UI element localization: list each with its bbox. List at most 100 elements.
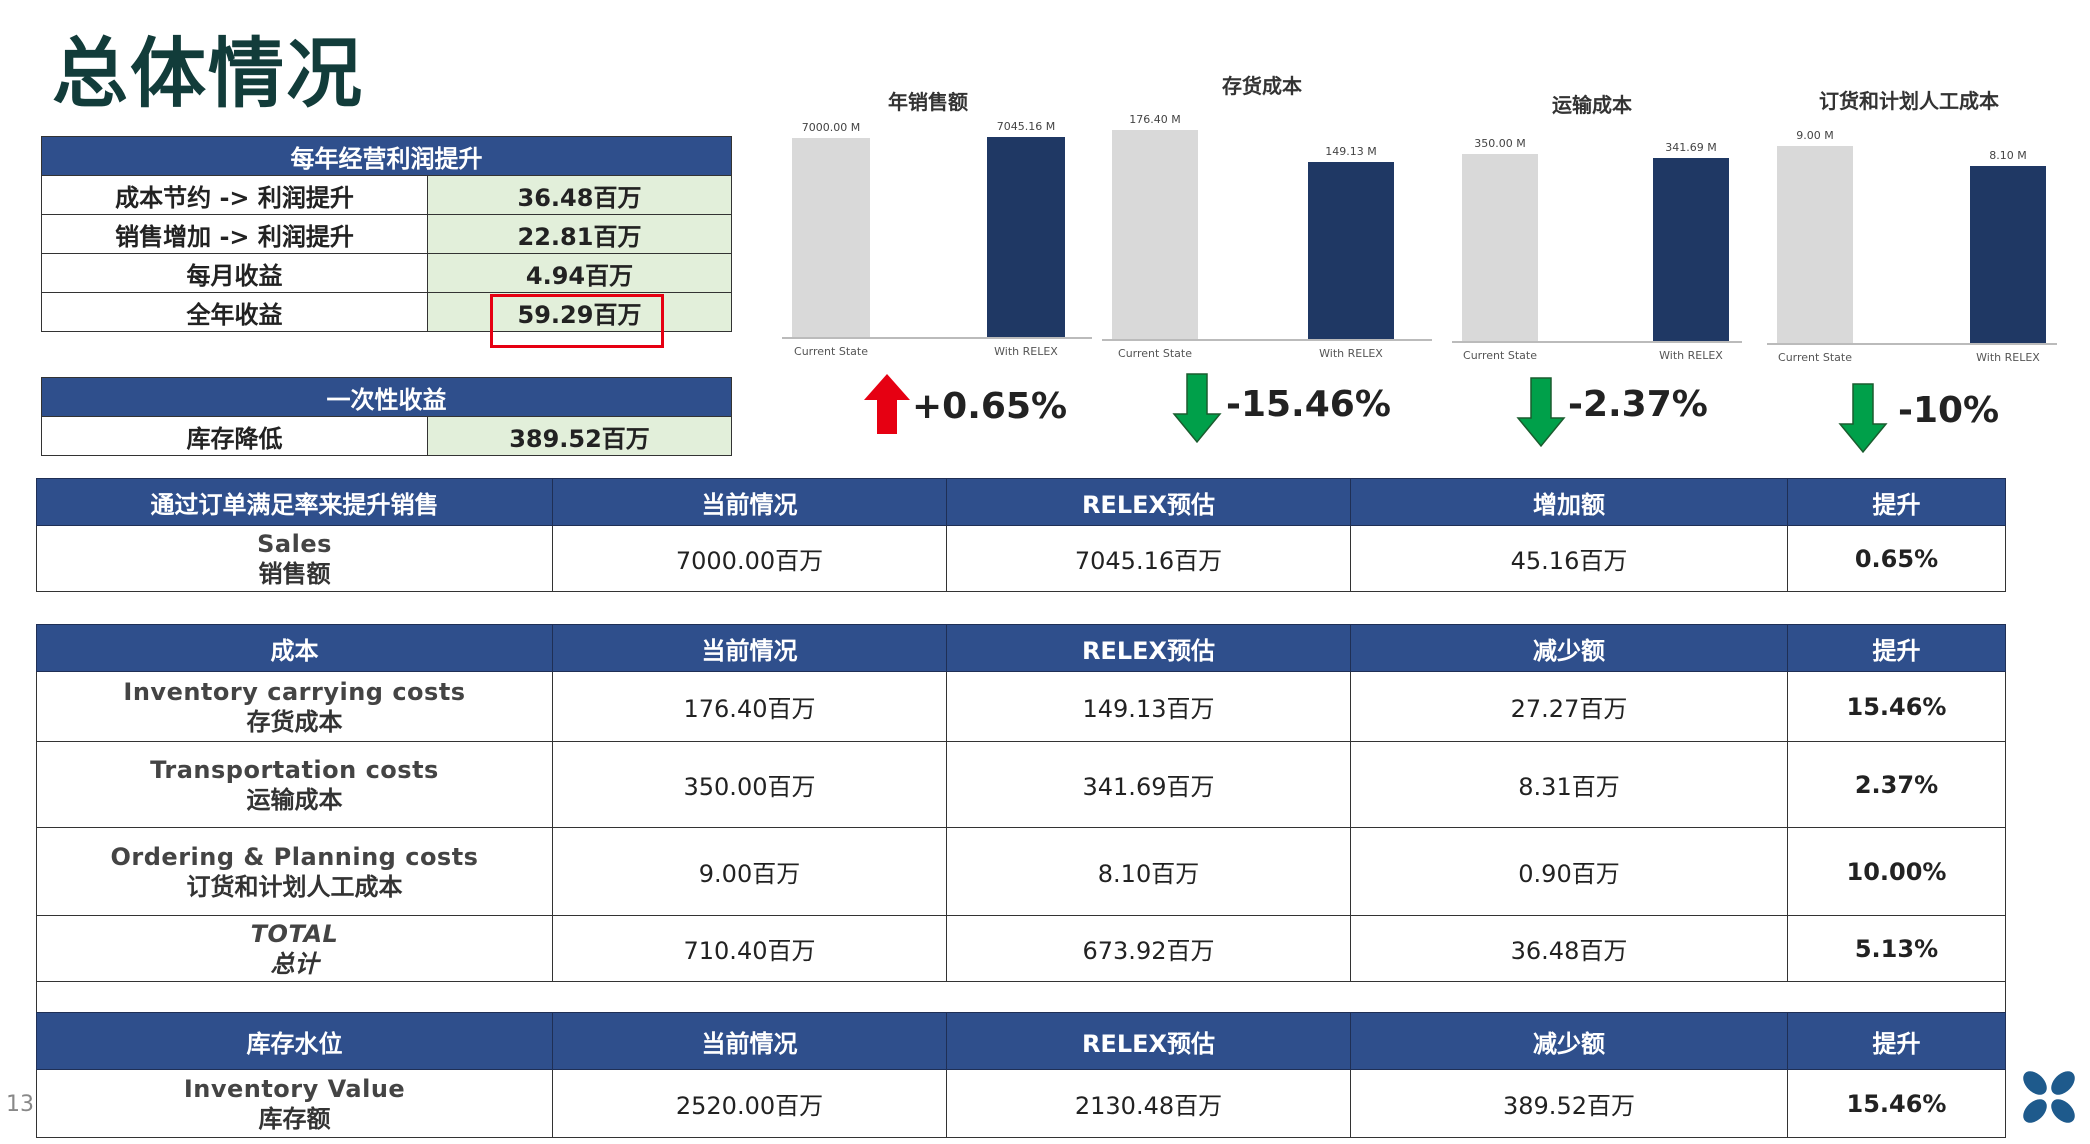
improve-cell: 10.00%: [1787, 827, 2006, 916]
column-header: 成本: [36, 624, 553, 672]
category-label: Current State: [1118, 347, 1192, 360]
column-header: 提升: [1787, 1012, 2006, 1070]
chart-delta: +0.65%: [912, 386, 1068, 427]
column-header: 通过订单满足率来提升销售: [36, 478, 553, 526]
row-label-en: Inventory carrying costs: [123, 677, 466, 706]
chart-title: 运输成本: [1552, 93, 1632, 117]
row-label-cn: 运输成本: [246, 785, 343, 814]
row-label-en: Inventory Value: [183, 1074, 406, 1103]
table-row: TOTAL 总计 710.40百万 673.92百万 36.48百万 5.13%: [36, 915, 2006, 982]
chart-bar: [1777, 146, 1853, 343]
current-cell: 2520.00百万: [552, 1069, 947, 1138]
chart-title: 存货成本: [1222, 74, 1302, 98]
row-label-cn: 总计: [270, 949, 319, 978]
column-header: RELEX预估: [946, 624, 1351, 672]
chart-delta: -15.46%: [1226, 384, 1391, 425]
profit-row-value: 4.94百万: [427, 253, 732, 293]
page-title: 总体情况: [52, 29, 364, 118]
inventory-table: 库存水位 当前情况 RELEX预估 减少额 提升 Inventory Value…: [36, 1012, 2006, 1138]
chart-bar: [1112, 130, 1198, 339]
table-row: Inventory carrying costs 存货成本 176.40百万 1…: [36, 671, 2006, 742]
column-header: 当前情况: [552, 478, 947, 526]
column-header: 增加额: [1350, 478, 1788, 526]
bar-value-label: 9.00 M: [1796, 129, 1834, 142]
highlight-box: [490, 294, 664, 348]
chart-delta: -10%: [1898, 390, 2000, 431]
diff-cell: 0.90百万: [1350, 827, 1788, 916]
chart-bar: [792, 138, 870, 337]
row-label: Inventory carrying costs 存货成本: [36, 671, 553, 742]
relex-cell: 8.10百万: [946, 827, 1351, 916]
current-cell: 7000.00百万: [552, 525, 947, 592]
relex-cell: 149.13百万: [946, 671, 1351, 742]
bar-value-label: 8.10 M: [1989, 148, 2027, 162]
bar-value-label: 7000.00 M: [801, 121, 861, 135]
column-header: 减少额: [1350, 1012, 1788, 1070]
current-cell: 350.00百万: [552, 741, 947, 828]
row-label-en: Ordering & Planning costs: [110, 842, 479, 871]
improve-cell: 2.37%: [1787, 741, 2006, 828]
profit-table-header: 每年经营利润提升: [41, 136, 732, 176]
column-header: 当前情况: [552, 1012, 947, 1070]
diff-cell: 27.27百万: [1350, 671, 1788, 742]
improve-cell: 15.46%: [1787, 1069, 2006, 1138]
company-logo-icon: [2023, 1071, 2075, 1123]
relex-cell: 673.92百万: [946, 915, 1351, 982]
column-header: 库存水位: [36, 1012, 553, 1070]
column-header: RELEX预估: [946, 478, 1351, 526]
row-label: Inventory Value 库存额: [36, 1069, 553, 1138]
onetime-summary-table: 一次性收益 库存降低 389.52百万: [41, 377, 732, 456]
current-cell: 9.00百万: [552, 827, 947, 916]
arrow-down-icon: [1172, 373, 1222, 444]
chart-baseline: [1102, 339, 1432, 341]
chart-baseline: [782, 337, 1092, 339]
chart-bar: [987, 137, 1065, 337]
category-label: With RELEX: [1319, 347, 1383, 360]
row-label-cn: 销售额: [258, 559, 331, 588]
cost-table: 成本 当前情况 RELEX预估 减少额 提升 Inventory carryin…: [36, 624, 2006, 1012]
profit-row-value: 22.81百万: [427, 214, 732, 254]
row-label: TOTAL 总计: [36, 915, 553, 982]
column-header: 当前情况: [552, 624, 947, 672]
row-label: Transportation costs 运输成本: [36, 741, 553, 828]
improve-cell: 0.65%: [1787, 525, 2006, 592]
chart-title: 年销售额: [888, 90, 968, 114]
row-label: Sales 销售额: [36, 525, 553, 592]
diff-cell: 45.16百万: [1350, 525, 1788, 592]
arrow-down-icon: [1516, 377, 1566, 448]
bar-value-label: 176.40 M: [1129, 113, 1181, 126]
category-label: Current State: [794, 345, 868, 358]
row-label: Ordering & Planning costs 订货和计划人工成本: [36, 827, 553, 916]
diff-cell: 389.52百万: [1350, 1069, 1788, 1138]
column-header: 减少额: [1350, 624, 1788, 672]
profit-row-value: 36.48百万: [427, 175, 732, 215]
onetime-table-header: 一次性收益: [41, 377, 732, 417]
current-cell: 176.40百万: [552, 671, 947, 742]
chart-bar: [1653, 158, 1729, 341]
column-header: 提升: [1787, 478, 2006, 526]
bar-value-label: 341.69 M: [1665, 141, 1717, 155]
chart-delta: -2.37%: [1568, 384, 1708, 425]
table-row: Transportation costs 运输成本 350.00百万 341.6…: [36, 741, 2006, 828]
profit-row-label: 成本节约 -> 利润提升: [41, 175, 428, 215]
category-label: Current State: [1778, 351, 1852, 364]
category-label: With RELEX: [994, 345, 1058, 358]
row-label-cn: 订货和计划人工成本: [186, 872, 403, 901]
profit-row-label: 每月收益: [41, 253, 428, 293]
profit-row-label: 全年收益: [41, 292, 428, 332]
diff-cell: 8.31百万: [1350, 741, 1788, 828]
category-label: With RELEX: [1976, 351, 2040, 364]
row-label-en: Transportation costs: [150, 755, 439, 784]
chart-baseline: [1452, 341, 1742, 343]
profit-summary-table: 每年经营利润提升 成本节约 -> 利润提升 36.48百万 销售增加 -> 利润…: [41, 136, 732, 332]
table-row: Inventory Value 库存额 2520.00百万 2130.48百万 …: [36, 1069, 2006, 1138]
table-spacer: [36, 981, 2006, 1012]
chart-bar: [1462, 154, 1538, 341]
chart-bar: [1308, 162, 1394, 339]
sales-table: 通过订单满足率来提升销售 当前情况 RELEX预估 增加额 提升 Sales 销…: [36, 478, 2006, 592]
column-header: RELEX预估: [946, 1012, 1351, 1070]
bar-value-label: 7045.16 M: [996, 120, 1056, 133]
table-row: Sales 销售额 7000.00百万 7045.16百万 45.16百万 0.…: [36, 525, 2006, 592]
improve-cell: 15.46%: [1787, 671, 2006, 742]
bar-value-label: 350.00 M: [1474, 137, 1526, 150]
